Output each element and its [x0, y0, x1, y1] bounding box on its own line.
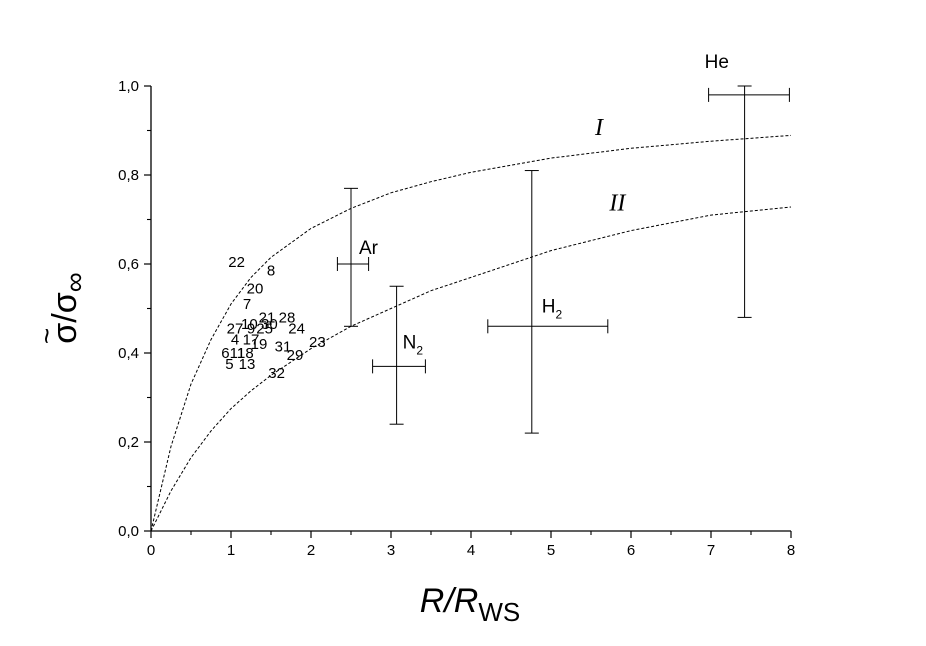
data-point-18: 18 — [237, 345, 254, 362]
data-point-8: 8 — [267, 263, 275, 280]
data-point-31: 31 — [275, 338, 292, 355]
data-point-28: 28 — [279, 309, 296, 326]
data-point-25: 25 — [256, 321, 273, 338]
error-bars — [336, 85, 790, 434]
x-tick-label: 2 — [307, 542, 315, 559]
gas-label-ar: Ar — [359, 238, 379, 259]
curve-label-I: I — [594, 115, 604, 141]
y-tick-label: 1,0 — [118, 78, 139, 95]
curve-label-II: II — [608, 191, 626, 217]
axes: 0 1 2 3 4 5 6 7 80,00,20,40,60,81,0 — [118, 78, 795, 559]
error-bar-ar — [336, 187, 370, 327]
y-tick-label: 0,4 — [118, 345, 139, 362]
data-point-5: 5 — [225, 356, 233, 373]
data-point-21: 21 — [259, 309, 276, 326]
y-axis-title-tilde: ~ — [31, 328, 62, 344]
data-point-11: 11 — [230, 345, 246, 362]
error-bar-he — [708, 85, 790, 318]
x-tick-label: 4 — [467, 542, 475, 559]
gas-label-n2: N2 — [403, 332, 424, 357]
data-point-32: 32 — [268, 365, 285, 382]
data-point-6: 6 — [221, 345, 229, 362]
y-tick-label: 0,6 — [118, 256, 139, 273]
error-bar-n2 — [372, 285, 426, 425]
y-tick-label: 0,2 — [118, 434, 139, 451]
data-point-22: 22 — [228, 254, 245, 271]
data-point-10: 10 — [241, 316, 258, 333]
data-point-7: 7 — [243, 296, 251, 313]
data-point-27: 27 — [227, 321, 244, 338]
svg-text:σ/σ∞: σ/σ∞ — [46, 272, 90, 343]
data-point-23: 23 — [309, 334, 326, 351]
x-tick-label: 5 — [547, 542, 555, 559]
y-tick-label: 0,0 — [118, 523, 139, 540]
x-tick-label: 8 — [787, 542, 795, 559]
curve-1 — [150, 134, 792, 532]
gas-label-h2: H2 — [542, 296, 563, 321]
data-point-19: 19 — [251, 336, 268, 353]
y-axis-title: σ/σ∞ ~ — [31, 272, 90, 344]
curve-2 — [150, 206, 792, 532]
x-tick-label: 1 — [227, 542, 235, 559]
x-tick-label: 6 — [627, 542, 635, 559]
x-tick-label: 0 — [147, 542, 155, 559]
curves — [150, 134, 792, 532]
gas-label-he: He — [705, 52, 729, 73]
x-axis-title: R/RWS — [420, 582, 520, 627]
data-point-29: 29 — [287, 347, 304, 364]
data-point-13: 13 — [239, 356, 256, 373]
data-point-9: 9 — [247, 321, 255, 338]
data-point-17: 17 — [243, 332, 260, 349]
x-tick-label: 3 — [387, 542, 395, 559]
data-point-4: 4 — [231, 332, 239, 349]
data-point-20: 20 — [247, 280, 264, 297]
y-tick-label: 0,8 — [118, 167, 139, 184]
error-bar-h2 — [487, 170, 609, 434]
x-tick-label: 7 — [707, 542, 715, 559]
data-point-24: 24 — [288, 321, 305, 338]
data-point-30: 30 — [261, 316, 278, 333]
